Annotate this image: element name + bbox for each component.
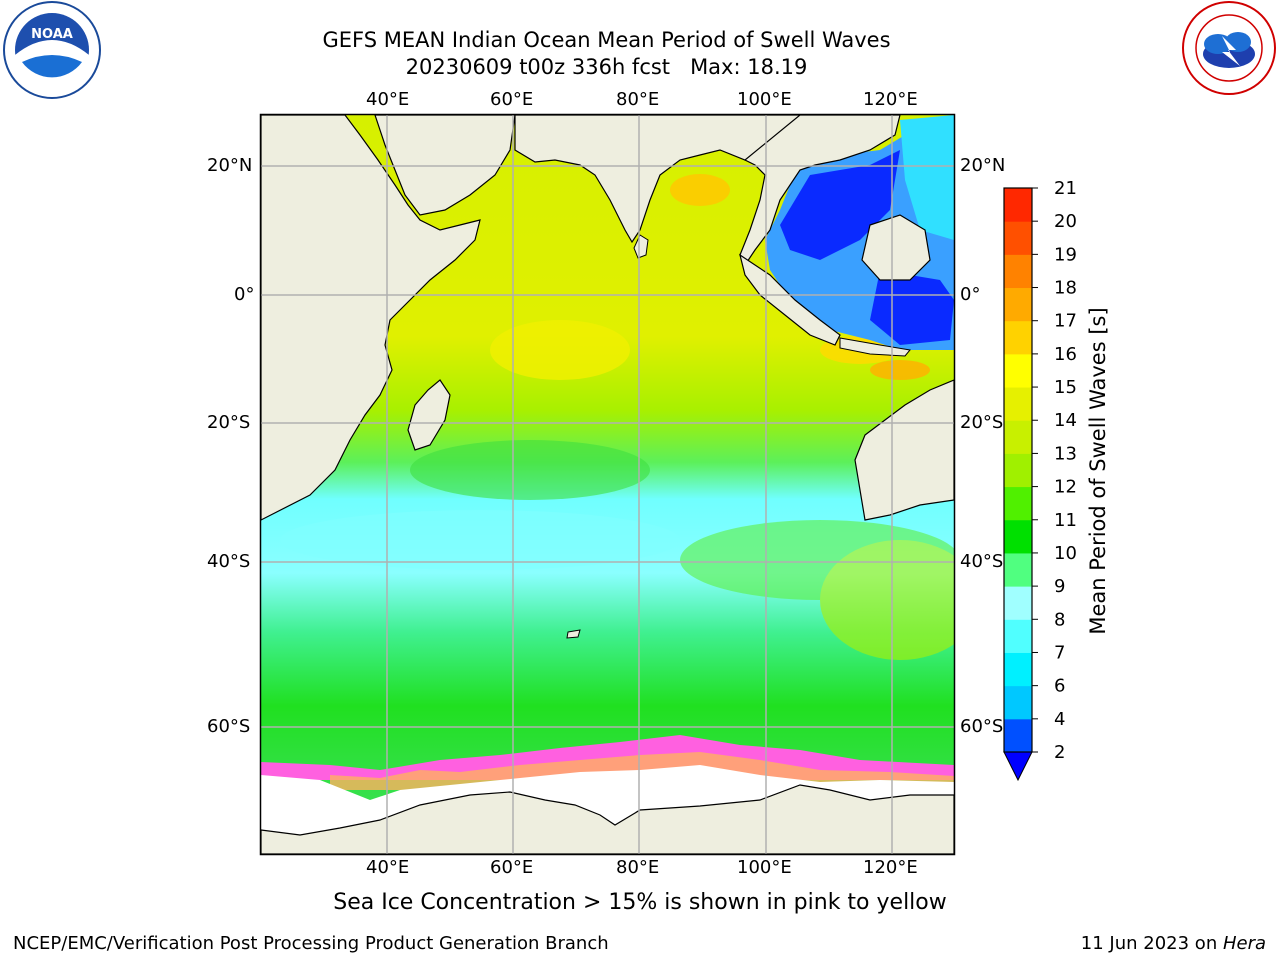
colorbar-swatch (1004, 254, 1032, 289)
colorbar-swatch (1004, 353, 1032, 388)
colorbar-swatch (1004, 652, 1032, 687)
colorbar-tick-label: 4 (1054, 709, 1065, 730)
lat-label-right-0: 0° (960, 284, 981, 305)
lon-label-bottom-80e: 80°E (616, 857, 660, 878)
colorbar-swatch (1004, 718, 1032, 753)
colorbar-tick-label: 14 (1054, 410, 1077, 431)
colorbar-tick-label: 13 (1054, 443, 1077, 464)
lat-label-left-20s: 20°S (207, 412, 251, 433)
land-sumatra (739, 253, 841, 346)
map-frame (259, 113, 956, 856)
land-arabia (374, 115, 516, 216)
colorbar-swatch (1004, 519, 1032, 554)
colorbar-tick-label: 18 (1054, 278, 1077, 299)
map-subtitle: 20230609 t00z 336h fcst Max: 18.19 (405, 55, 808, 79)
colorbar-tick-label: 2 (1054, 742, 1065, 763)
land-africa (261, 115, 481, 521)
land-kerguelen (566, 629, 581, 639)
colorbar-swatch (1004, 586, 1032, 620)
lat-label-left-40s: 40°S (207, 551, 251, 572)
sea-ice-caption: Sea Ice Concentration > 15% is shown in … (333, 890, 947, 915)
lon-label-top-120e: 120°E (863, 89, 918, 110)
colorbar-label: Mean Period of Swell Waves [s] (1086, 307, 1110, 635)
lat-label-right-60s: 60°S (960, 716, 1004, 737)
map-title: GEFS MEAN Indian Ocean Mean Period of Sw… (322, 28, 891, 52)
lon-label-top-100e: 100°E (737, 89, 792, 110)
swell-lows-sea (765, 115, 954, 350)
colorbar-tick-label: 21 (1054, 178, 1077, 199)
colorbar-tick-label: 9 (1054, 576, 1065, 597)
colorbar-swatch (1004, 387, 1032, 421)
colorbar-tick-label: 6 (1054, 676, 1065, 697)
colorbar-tick-label: 17 (1054, 311, 1077, 332)
colorbar-tick-label: 20 (1054, 211, 1077, 232)
colorbar-tick-label: 16 (1054, 344, 1077, 365)
colorbar-swatch (1004, 619, 1032, 653)
land-australia (854, 379, 954, 521)
lon-label-top-40e: 40°E (366, 89, 410, 110)
lon-label-top-60e: 60°E (490, 89, 534, 110)
footer-date: 11 Jun 2023 on Hera (1081, 933, 1266, 954)
lat-label-right-40s: 40°S (960, 551, 1004, 572)
colorbar-tick-label: 8 (1054, 609, 1065, 630)
colorbar-tick-label: 19 (1054, 244, 1077, 265)
lat-label-left-60s: 60°S (207, 716, 251, 737)
colorbar-tick-label: 11 (1054, 510, 1077, 531)
footer-host: Hera (1222, 933, 1266, 954)
colorbar-swatch (1004, 221, 1032, 255)
lon-label-bottom-100e: 100°E (737, 857, 792, 878)
lat-label-right-20n: 20°N (960, 155, 1006, 176)
lon-label-bottom-40e: 40°E (366, 857, 410, 878)
noaa-logo-text: NOAA (31, 27, 73, 42)
swell-mid-band (280, 440, 954, 660)
land-madagascar (407, 379, 451, 451)
colorbar-swatch (1004, 552, 1032, 587)
graticule (261, 115, 954, 854)
land-se-asia (739, 115, 901, 267)
colorbar-extend-arrow (1003, 751, 1033, 782)
colorbar-tick-label: 7 (1054, 642, 1065, 663)
lon-label-bottom-120e: 120°E (863, 857, 918, 878)
lon-label-top-80e: 80°E (616, 89, 660, 110)
lat-label-left-0: 0° (234, 284, 255, 305)
land-antarctica (261, 784, 954, 854)
colorbar-swatch (1004, 685, 1032, 720)
lat-label-right-20s: 20°S (960, 412, 1004, 433)
lat-label-left-20n: 20°N (207, 155, 253, 176)
colorbar-swatch (1004, 287, 1032, 322)
nws-logo (1182, 1, 1276, 95)
colorbar-tick-label: 12 (1054, 477, 1077, 498)
colorbar-swatch (1004, 188, 1032, 222)
colorbar-tick-label: 10 (1054, 543, 1077, 564)
footer-date-text: 11 Jun 2023 on (1080, 933, 1223, 954)
colorbar-swatch (1004, 486, 1032, 521)
map-area (261, 115, 954, 854)
colorbar-outline (1003, 187, 1033, 753)
colorbar: 2 4 6 7 8 9 10 11 12 13 14 15 16 17 18 19 20 21 (1003, 178, 1077, 782)
footer-credit: NCEP/EMC/Verification Post Processing Pr… (13, 933, 609, 954)
lon-label-bottom-60e: 60°E (490, 857, 534, 878)
noaa-logo: NOAA (3, 1, 101, 99)
colorbar-swatch (1004, 420, 1032, 454)
colorbar-tick-label: 15 (1054, 377, 1077, 398)
colorbar-swatch (1004, 453, 1032, 488)
land-sri-lanka (633, 234, 649, 259)
colorbar-swatch (1004, 320, 1032, 355)
land-borneo (861, 214, 931, 281)
